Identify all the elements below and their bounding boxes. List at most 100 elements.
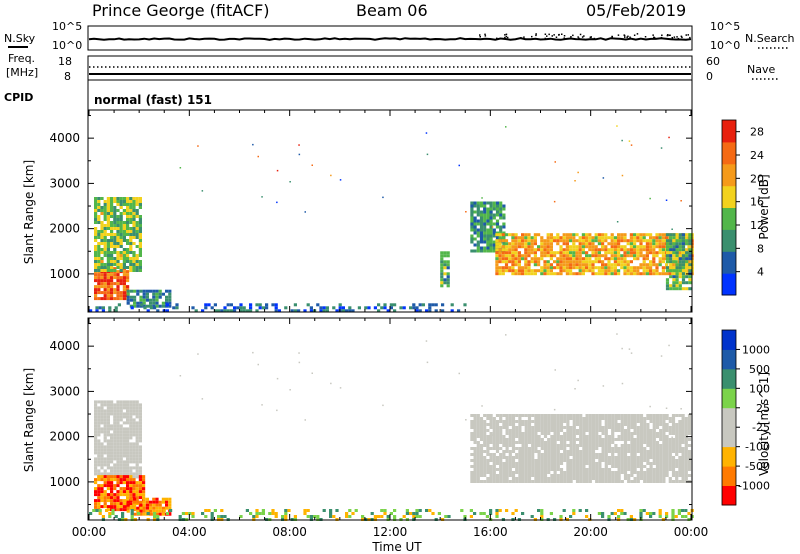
scatter-cell [585, 426, 589, 429]
scatter-cell [126, 418, 130, 422]
scatter-cell [563, 432, 567, 435]
scatter-cell [607, 515, 611, 518]
scatter-cell [492, 423, 496, 426]
scatter-cell [639, 417, 644, 420]
scatter-cell [607, 272, 611, 276]
scatter-cell [505, 471, 509, 474]
scatter-cell [97, 406, 101, 410]
scatter-cell [113, 236, 117, 239]
scatter-cell [662, 417, 666, 420]
scatter-cell [255, 512, 259, 515]
scatter-cell [348, 509, 352, 512]
scatter-cell [585, 236, 589, 240]
scatter-cell [613, 236, 617, 240]
scatter-cell [511, 441, 516, 444]
scatter-cell [578, 269, 582, 273]
scatter-cell [335, 509, 339, 512]
scatter-cell [661, 269, 665, 273]
scatter-cell [113, 487, 117, 491]
scatter-cell [547, 432, 551, 435]
scatter-cell [671, 471, 676, 474]
scatter-cell [281, 515, 285, 518]
scatter-cell [470, 240, 474, 244]
scatter-cell [668, 465, 672, 468]
scatter-cell [142, 497, 146, 501]
scatter-cell [129, 289, 133, 293]
scatter-cell [610, 263, 614, 267]
scatter-cell [562, 233, 566, 237]
scatter-cell [97, 230, 101, 233]
scatter-cell [100, 415, 104, 419]
scatter-cell [133, 497, 137, 501]
scatter-cell [489, 471, 493, 474]
scatter-cell [162, 509, 166, 512]
scatter-cell [604, 471, 608, 474]
scatter-cell [550, 417, 554, 420]
scatter-cell [591, 459, 596, 462]
scatter-cell [136, 506, 140, 510]
scatter-cell [678, 239, 682, 243]
scatter-cell [537, 465, 541, 468]
scatter-cell [681, 263, 686, 267]
scatter-cell [547, 456, 551, 459]
scatter-cell [138, 406, 142, 410]
scatter-cell [652, 245, 656, 249]
scatter-cell [649, 465, 653, 468]
scatter-cell [531, 420, 535, 423]
scatter-cell [655, 477, 660, 480]
scatter-cell [97, 502, 101, 506]
scatter-cell [110, 472, 114, 476]
scatter-cell [476, 480, 480, 483]
scatter-cell [119, 254, 123, 257]
power-speckle [339, 179, 342, 181]
scatter-cell [550, 438, 554, 441]
scatter-cell [658, 245, 662, 249]
scatter-cell [142, 289, 146, 293]
scatter-cell [116, 294, 120, 298]
scatter-cell [132, 403, 136, 407]
scatter-cell [623, 420, 628, 423]
scatter-cell [684, 465, 688, 468]
scatter-cell [110, 466, 114, 470]
scatter-cell [636, 465, 640, 468]
scatter-cell [139, 503, 143, 507]
velocity-speckle [311, 372, 313, 374]
scatter-cell [655, 453, 660, 456]
scatter-cell [633, 245, 637, 249]
scatter-cell [126, 227, 130, 230]
scatter-cell [547, 450, 551, 453]
scatter-cell [685, 260, 689, 264]
scatter-cell [106, 221, 110, 224]
noise-search-dot [623, 34, 625, 36]
scatter-cell [633, 444, 637, 447]
noise-search-dot [589, 36, 592, 38]
scatter-cell [518, 429, 522, 432]
scatter-cell [110, 433, 114, 437]
scatter-cell [668, 417, 672, 420]
scatter-cell [135, 430, 139, 434]
scatter-cell [601, 459, 605, 462]
scatter-cell [239, 515, 243, 518]
scatter-cell [161, 292, 165, 296]
scatter-cell [116, 254, 120, 257]
scatter-cell [569, 417, 573, 420]
scatter-cell [505, 456, 509, 459]
noise-search-dot [546, 35, 548, 37]
scatter-cell [591, 269, 595, 273]
scatter-cell [129, 493, 133, 497]
scatter-cell [521, 512, 525, 515]
scatter-cell [537, 257, 541, 261]
scatter-cell [94, 460, 98, 464]
scatter-cell [502, 222, 506, 226]
scatter-cell [126, 463, 130, 467]
scatter-cell [271, 512, 275, 515]
scatter-cell [543, 447, 548, 450]
scatter-cell [498, 242, 502, 246]
scatter-cell [672, 245, 676, 249]
scatter-cell [645, 269, 649, 273]
scatter-cell [138, 436, 142, 440]
scatter-cell [126, 218, 130, 221]
scatter-cell [524, 474, 528, 477]
scatter-cell [549, 272, 553, 276]
